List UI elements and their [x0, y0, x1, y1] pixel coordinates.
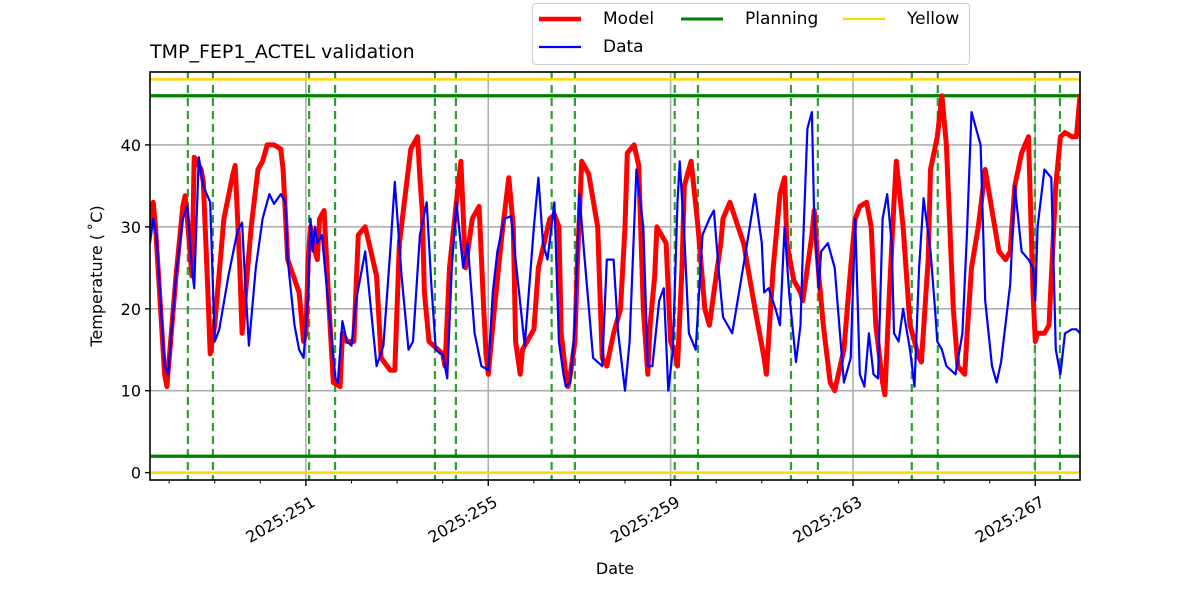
plot-frame — [149, 71, 1081, 481]
legend-item-yellow: Yellow — [843, 9, 959, 29]
y-tick-label: 10 — [121, 382, 141, 401]
y-tick-label: 30 — [121, 218, 141, 237]
x-axis-label: Date — [596, 559, 634, 578]
x-axis: 2025:251 2025:255 2025:259 2025:263 2025:267 — [168, 480, 1048, 547]
x-tick-label: 2025:259 — [607, 492, 683, 547]
chart-title: TMP_FEP1_ACTEL validation — [149, 41, 415, 63]
x-tick-label: 2025:263 — [789, 492, 865, 547]
legend-swatch-yellow — [843, 17, 885, 21]
legend-label-model: Model — [603, 9, 655, 29]
x-tick-label: 2025:251 — [242, 492, 318, 547]
y-tick-label: 0 — [131, 464, 141, 483]
legend-swatch-data — [539, 45, 581, 49]
legend-item-data: Data — [539, 37, 644, 57]
legend-swatch-planning — [681, 17, 723, 21]
legend-swatch-model — [539, 16, 581, 22]
x-tick-label: 2025:267 — [972, 492, 1048, 547]
legend-label-yellow: Yellow — [907, 9, 960, 29]
legend-label-planning: Planning — [745, 9, 819, 29]
legend-item-planning: Planning — [681, 9, 818, 29]
legend-label-data: Data — [603, 37, 644, 57]
series-line-data — [150, 110, 1080, 392]
y-axis-label: Temperature ( ˚C) — [87, 205, 106, 347]
x-tick-label: 2025:255 — [425, 492, 501, 547]
limit-hlines — [150, 78, 1080, 474]
y-axis: 0 10 20 30 40 — [121, 136, 150, 483]
legend-item-model: Model — [539, 9, 654, 29]
series-group — [150, 93, 1080, 398]
y-tick-label: 40 — [121, 136, 141, 155]
legend: Model Data Planning Yellow — [532, 3, 970, 65]
y-tick-label: 20 — [121, 300, 141, 319]
